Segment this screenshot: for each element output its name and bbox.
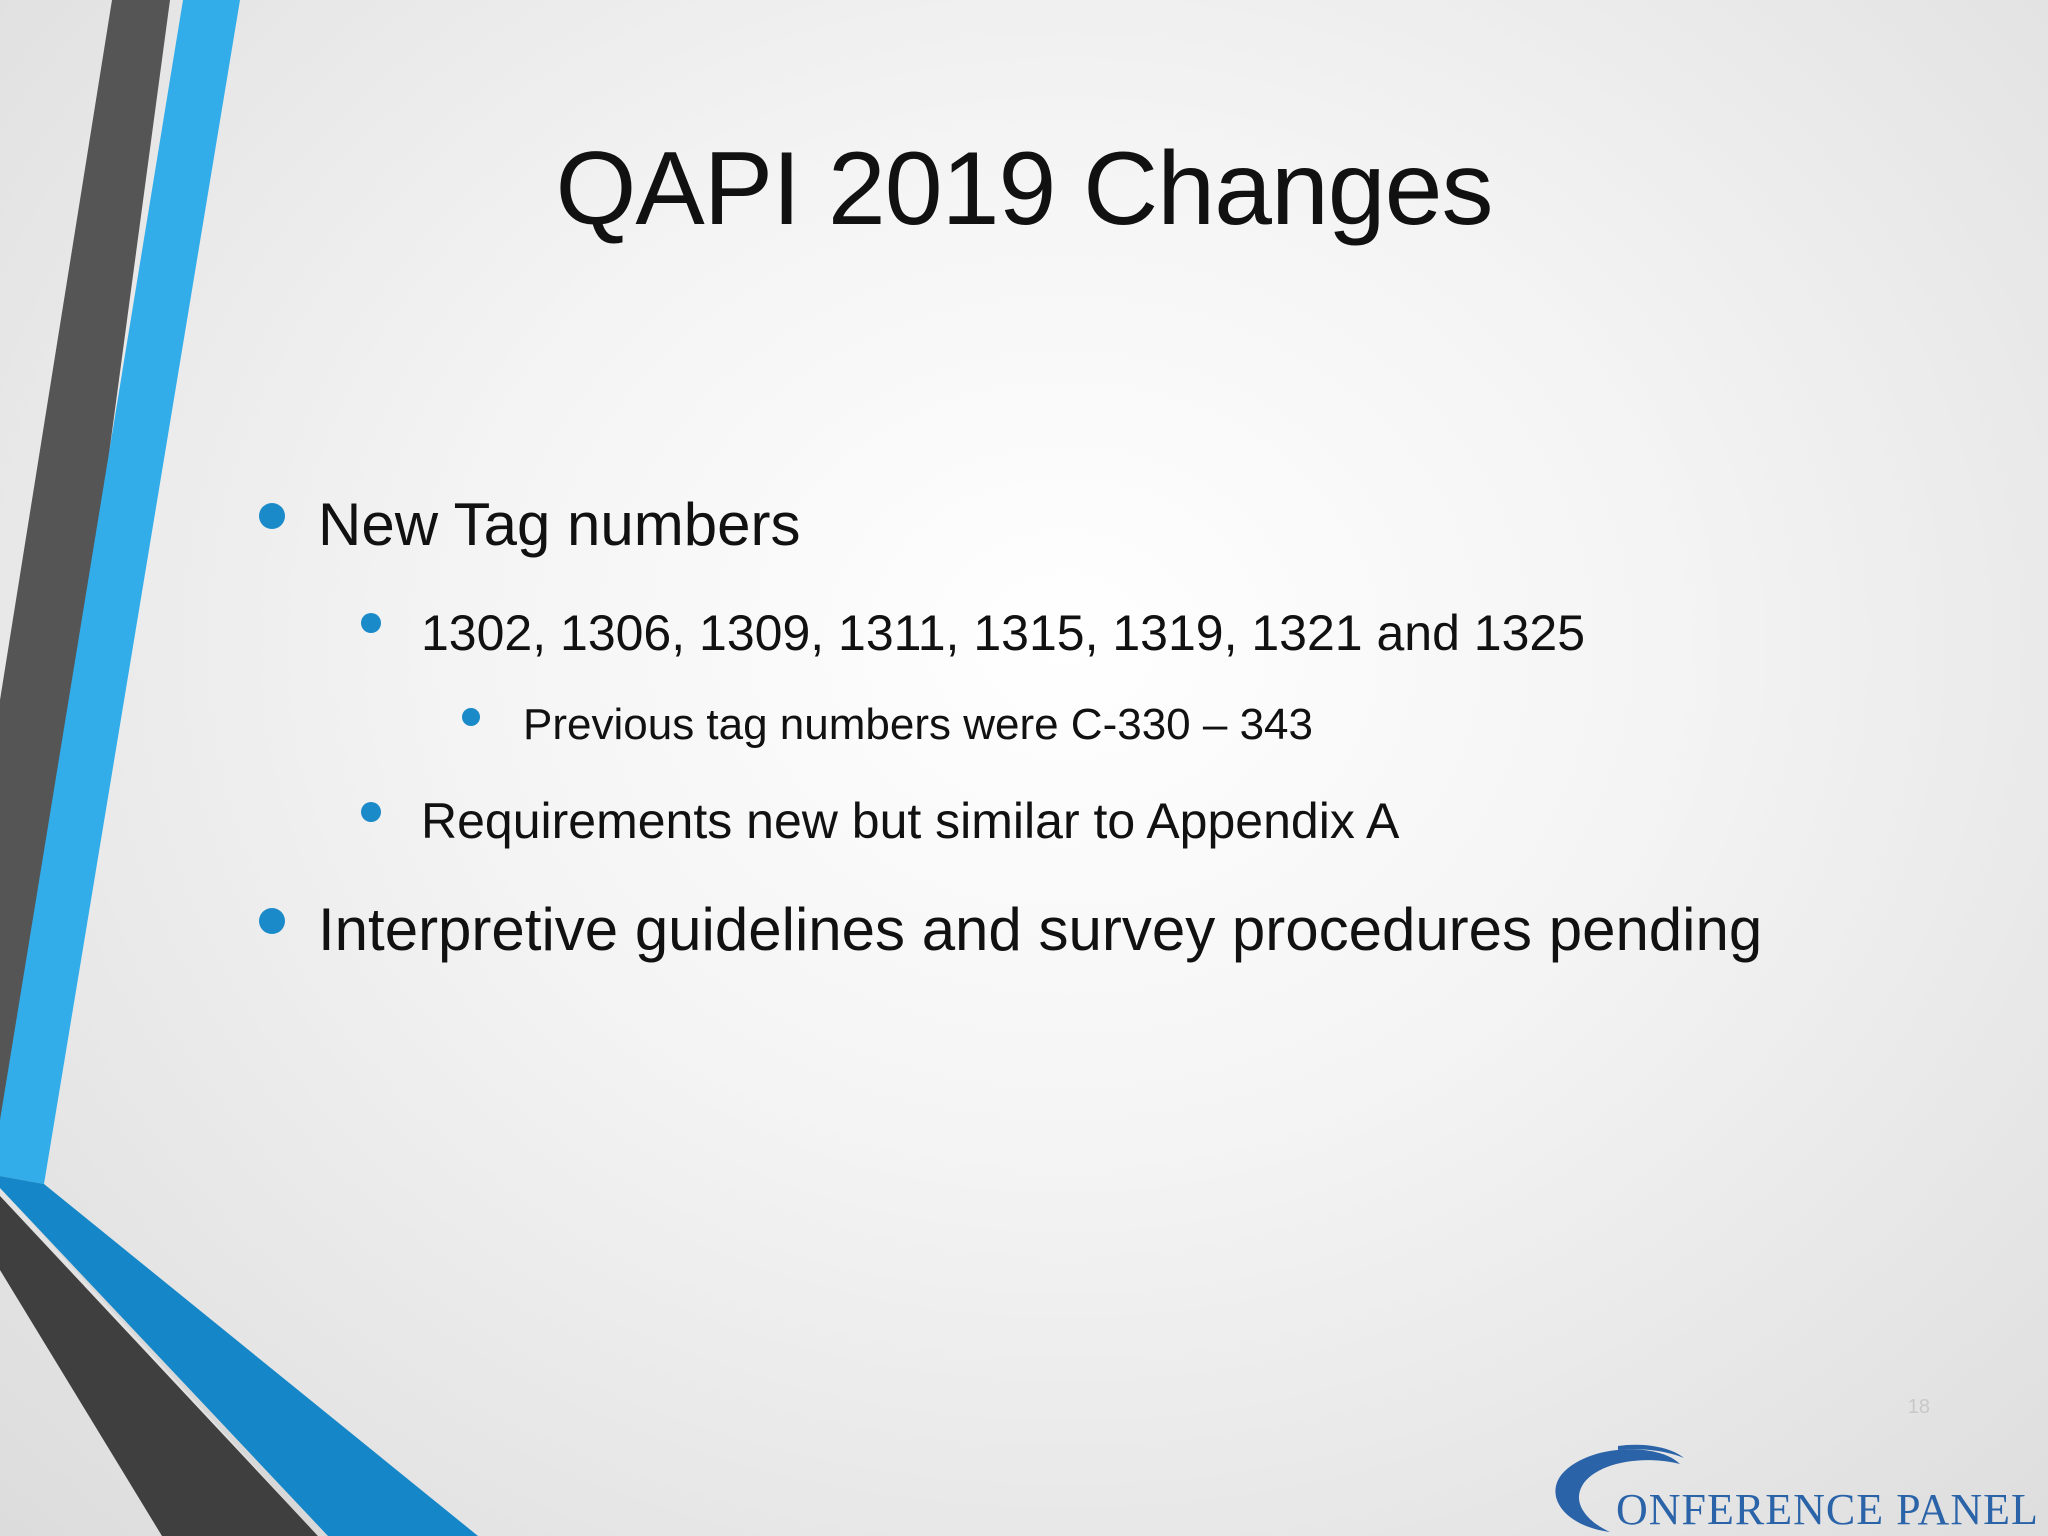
c-swoosh-logo-icon bbox=[1555, 1444, 1684, 1532]
blue-stripe-bottom bbox=[0, 1176, 478, 1536]
page-number: 18 bbox=[1907, 1396, 1930, 1418]
bullet-dot bbox=[259, 908, 285, 934]
bullet-dot bbox=[361, 613, 381, 633]
bullet-text: 1302, 1306, 1309, 1311, 1315, 1319, 1321… bbox=[421, 605, 1586, 661]
bullet-text: Interpretive guidelines and survey proce… bbox=[318, 896, 1763, 963]
conference-panel-logo: ONFERENCE PANEL bbox=[1548, 1440, 2048, 1536]
bullet-text: New Tag numbers bbox=[318, 491, 801, 558]
bullet-dot bbox=[462, 708, 480, 726]
bullet-text: Requirements new but similar to Appendix… bbox=[421, 793, 1400, 849]
bullet-dot bbox=[361, 802, 381, 822]
slide-title: QAPI 2019 Changes bbox=[555, 131, 1494, 247]
dark-stripe-bottom bbox=[0, 1196, 318, 1536]
logo-text: ONFERENCE PANEL bbox=[1616, 1485, 2039, 1534]
bullet-dot bbox=[259, 503, 285, 529]
blue-stripe-left bbox=[0, 0, 240, 1184]
bullet-text: Previous tag numbers were C-330 – 343 bbox=[523, 700, 1313, 749]
